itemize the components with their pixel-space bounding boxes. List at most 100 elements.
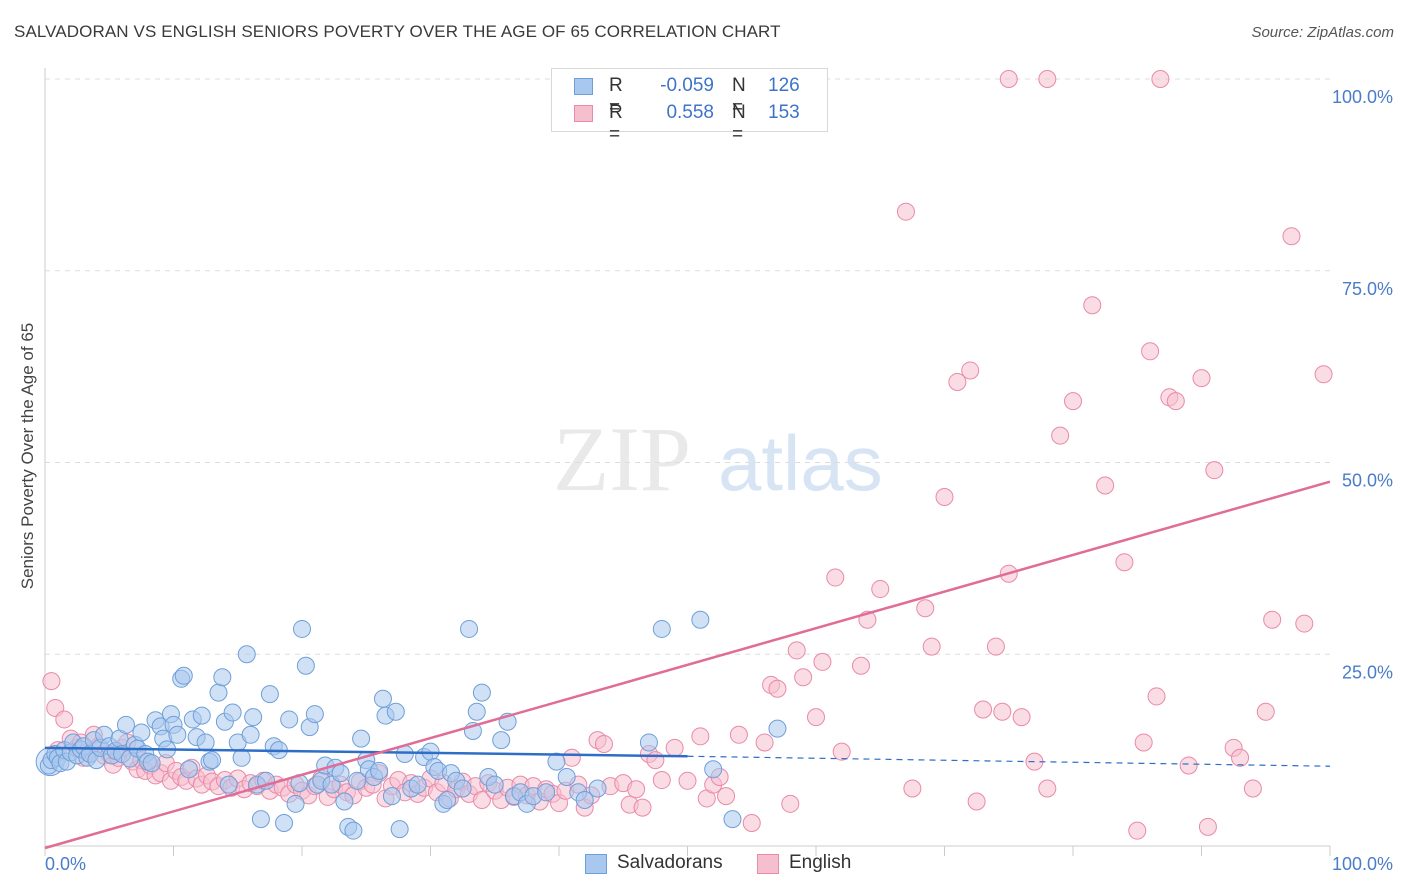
- salvadoran-point: [179, 760, 198, 779]
- salvadoran-point: [174, 666, 193, 685]
- english-point: [961, 361, 980, 380]
- zipatlas-watermark: ZIP atlas: [553, 408, 883, 510]
- english-point: [1151, 70, 1170, 88]
- salvadoran-point: [537, 783, 556, 802]
- english-point: [1038, 70, 1057, 88]
- english-point: [1198, 817, 1217, 836]
- english-point: [1064, 392, 1082, 411]
- english-point: [729, 725, 748, 744]
- salvadoran-point: [237, 645, 256, 664]
- english-point: [1243, 779, 1262, 798]
- y-tick-label: 25.0%: [1342, 662, 1393, 682]
- english-point: [1314, 365, 1333, 384]
- salvadoran-point: [251, 810, 270, 829]
- salvadoran-point: [472, 683, 491, 702]
- english-point: [1263, 610, 1282, 629]
- english-point: [1012, 708, 1031, 727]
- salvadoran-point: [390, 820, 409, 839]
- english-point: [948, 372, 967, 391]
- english-point: [42, 672, 61, 691]
- english-point: [916, 599, 935, 618]
- english-point: [1282, 227, 1301, 246]
- salvadoran-point: [293, 619, 311, 638]
- english-point: [1179, 756, 1198, 775]
- correlation-legend: R = -0.059 N = 126 R = 0.558 N = 153: [551, 68, 828, 145]
- y-tick-label: 75.0%: [1342, 279, 1393, 299]
- salvadoran-point: [453, 779, 472, 798]
- legend-r-value: 0.558: [666, 102, 714, 123]
- english-point: [691, 727, 710, 746]
- legend-swatch-blue: [574, 78, 593, 95]
- salvadoran-point: [460, 619, 479, 638]
- english-point: [1141, 342, 1160, 361]
- salvadoran-point: [142, 754, 161, 773]
- salvadoran-point: [691, 610, 710, 629]
- english-point: [472, 790, 491, 809]
- salvadoran-point: [196, 733, 215, 752]
- english-point: [665, 738, 684, 757]
- english-point: [1051, 426, 1070, 445]
- english-trend-line: [44, 480, 1331, 850]
- salvadoran-point: [219, 775, 238, 794]
- salvadoran-point: [485, 775, 504, 794]
- english-point: [935, 488, 954, 507]
- salvadoran-point: [768, 719, 787, 738]
- salvadoran-point: [331, 764, 350, 783]
- english-point: [755, 733, 774, 752]
- english-point: [871, 580, 890, 599]
- trend-lines: [44, 480, 1331, 850]
- english-point: [1083, 296, 1102, 315]
- legend-n-value: 153: [768, 102, 800, 123]
- legend-r-label: R =: [609, 102, 623, 145]
- salvadoran-trend-line: [44, 746, 688, 758]
- english-point: [652, 771, 671, 790]
- english-point: [1096, 476, 1115, 495]
- salvadoran-point: [260, 685, 279, 704]
- english-point: [851, 656, 870, 675]
- english-point: [1166, 392, 1185, 411]
- chart-title: SALVADORAN VS ENGLISH SENIORS POVERTY OV…: [14, 22, 781, 41]
- english-point: [1231, 748, 1250, 767]
- gridlines: [45, 78, 1334, 655]
- english-point: [794, 668, 813, 687]
- salvadoran-point: [639, 733, 658, 752]
- english-point: [781, 794, 800, 813]
- salvadoran-point: [408, 775, 427, 794]
- english-point: [1147, 687, 1166, 706]
- english-point: [646, 751, 665, 770]
- salvadoran-point: [280, 710, 299, 729]
- chart-source: Source: ZipAtlas.com: [1251, 24, 1394, 41]
- english-point: [922, 637, 941, 656]
- legend-label-salvadorans: Salvadorans: [617, 852, 723, 873]
- english-point: [813, 652, 832, 671]
- english-point: [627, 780, 646, 799]
- english-point: [1192, 369, 1211, 388]
- salvadoran-point: [547, 752, 566, 771]
- watermark-zip: ZIP: [553, 408, 691, 510]
- salvadoran-point: [557, 767, 576, 786]
- english-point: [768, 679, 787, 698]
- legend-n-label: N =: [732, 75, 746, 118]
- salvadoran-point: [588, 779, 607, 798]
- english-point: [742, 813, 761, 832]
- salvadoran-point: [168, 725, 187, 744]
- english-point: [562, 748, 581, 767]
- english-point: [832, 742, 851, 761]
- english-point: [807, 708, 825, 727]
- salvadoran-point: [723, 810, 742, 829]
- salvadoran-point: [382, 787, 401, 806]
- y-tick-label: 100.0%: [1332, 87, 1393, 107]
- salvadoran-point: [203, 751, 222, 770]
- salvadoran-point: [132, 723, 151, 742]
- salvadoran-point: [213, 668, 232, 687]
- salvadoran-point: [192, 706, 211, 725]
- salvadoran-point: [335, 792, 354, 811]
- x-tick-label-max: 100.0%: [1332, 854, 1393, 874]
- salvadoran-point: [116, 715, 135, 734]
- salvadoran-point: [352, 729, 371, 748]
- english-point: [1134, 733, 1153, 752]
- english-point: [967, 792, 986, 811]
- x-tick-label-min: 0.0%: [45, 854, 86, 874]
- salvadoran-point: [438, 790, 457, 809]
- salvadoran-point: [296, 656, 315, 675]
